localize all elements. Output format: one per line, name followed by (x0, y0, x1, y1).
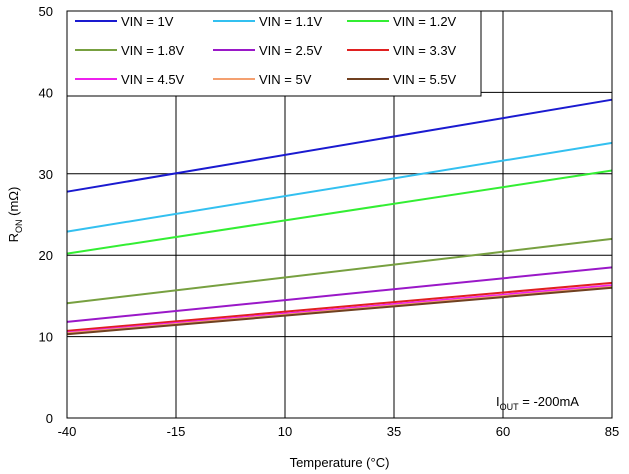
x-tick-label: 60 (496, 424, 510, 439)
y-tick-label: 0 (46, 411, 53, 426)
x-tick-label: 35 (387, 424, 401, 439)
y-axis-label: RON (mΩ) (6, 187, 24, 243)
y-tick-label: 50 (39, 4, 53, 19)
series-line-6 (66, 281, 613, 332)
legend-label: VIN = 1.2V (393, 14, 457, 29)
legend-label: VIN = 1V (121, 14, 174, 29)
legend-label: VIN = 1.8V (121, 43, 185, 58)
legend-label: VIN = 4.5V (121, 72, 185, 87)
y-tick-label: 40 (39, 85, 53, 100)
x-tick-label: 85 (605, 424, 619, 439)
x-tick-label: -15 (167, 424, 186, 439)
x-tick-label: -40 (58, 424, 77, 439)
y-tick-label: 20 (39, 248, 53, 263)
y-tick-label: 10 (39, 330, 53, 345)
iout-annotation: IOUT = -200mA (496, 394, 579, 412)
series-line-9 (66, 286, 613, 336)
series-line-3 (66, 169, 613, 255)
series-line-1 (66, 98, 613, 193)
legend-label: VIN = 3.3V (393, 43, 457, 58)
x-tick-label: 10 (278, 424, 292, 439)
series-line-2 (66, 141, 613, 233)
x-axis-label: Temperature (°C) (290, 455, 390, 470)
series-line-5 (66, 266, 613, 323)
legend-label: VIN = 5.5V (393, 72, 457, 87)
series-line-4 (66, 237, 613, 305)
y-tick-label: 30 (39, 167, 53, 182)
legend-label: VIN = 1.1V (259, 14, 323, 29)
legend-box (66, 10, 482, 97)
legend-label: VIN = 5V (259, 72, 312, 87)
legend-label: VIN = 2.5V (259, 43, 323, 58)
